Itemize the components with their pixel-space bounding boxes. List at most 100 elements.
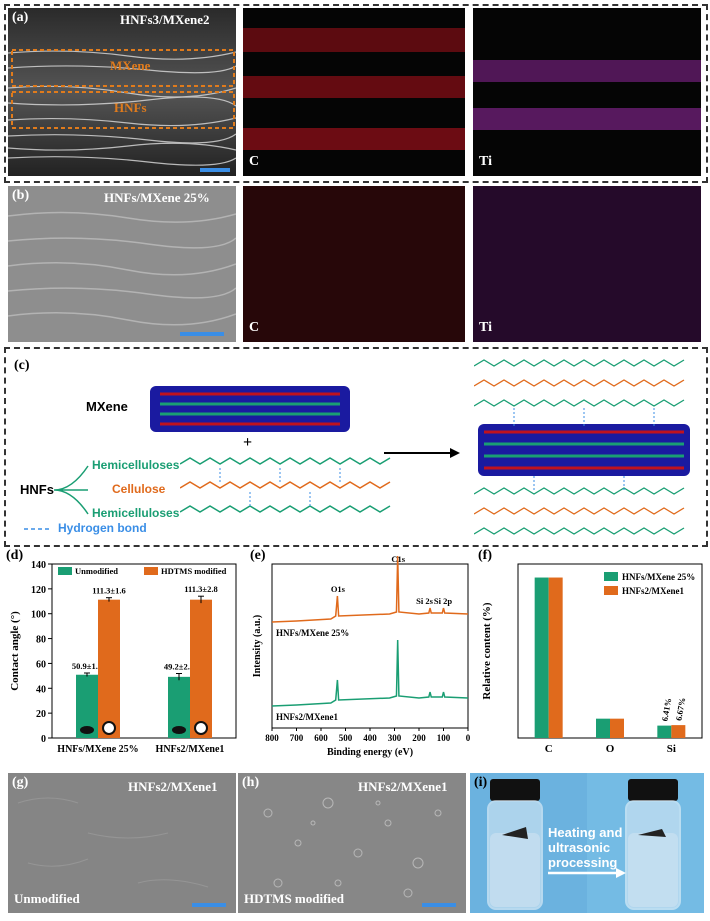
relative-content-chart: Relative content (%) C O Si 6.41% 6.67% HNFs/M… bbox=[481, 563, 703, 755]
bar bbox=[190, 599, 212, 738]
scale-bar bbox=[180, 332, 224, 336]
caption-line-2: ultrasonic bbox=[548, 840, 611, 855]
panel-a-label: (a) bbox=[12, 10, 29, 25]
vials-photo bbox=[470, 773, 704, 913]
x-tick-label: C bbox=[545, 743, 553, 755]
panel-h-sample-title: HNFs2/MXene1 bbox=[358, 779, 448, 794]
bar bbox=[671, 725, 686, 738]
y-tick-label: 20 bbox=[36, 709, 46, 720]
x-tick-label: 600 bbox=[314, 733, 328, 743]
panel-f-label: (f) bbox=[478, 548, 492, 563]
component-cellulose: Cellulose bbox=[112, 482, 166, 496]
component-hemicelluloses-2: Hemicelluloses bbox=[92, 506, 180, 520]
panel-g-caption: Unmodified bbox=[14, 891, 80, 906]
panel-i-photo: (i) Heating and ultrasonic processing bbox=[470, 773, 704, 913]
ti-elemental-map bbox=[473, 186, 701, 342]
scale-bar bbox=[200, 168, 230, 172]
panel-g-sem-texture bbox=[8, 773, 236, 913]
hnfs-chains-diagram bbox=[180, 457, 391, 513]
y-axis-label: Intensity (a.u.) bbox=[252, 615, 263, 678]
panel-h-sem-image: (h) HNFs2/MXene1 HDTMS modified bbox=[238, 773, 466, 913]
c-elemental-map bbox=[243, 186, 465, 342]
composite-structure-diagram bbox=[474, 359, 690, 535]
spectrum-line bbox=[271, 555, 469, 623]
contact-angle-chart: 0 20 40 60 80 100 120 140 Contact angle (°) 50.9±… bbox=[9, 560, 237, 755]
panel-c-label: (c) bbox=[14, 358, 30, 373]
mxene-structure-diagram bbox=[150, 384, 350, 434]
y-tick-label: 0 bbox=[41, 734, 46, 745]
panel-b-sem-image: (b) HNFs/MXene 25% bbox=[8, 186, 236, 342]
x-tick-label: 500 bbox=[339, 733, 353, 743]
peak-label: O1s bbox=[331, 584, 346, 594]
series-label: HNFs/MXene 25% bbox=[276, 628, 349, 638]
y-tick-label: 140 bbox=[31, 560, 46, 571]
panel-g-sample-title: HNFs2/MXene1 bbox=[128, 779, 218, 794]
y-tick-label: 100 bbox=[31, 610, 46, 621]
panel-e-label: (e) bbox=[250, 548, 266, 563]
c-elemental-map bbox=[243, 28, 465, 150]
panel-d-chart: (d) 0 20 40 60 80 100 120 140 Contact angle (°) 5… bbox=[4, 548, 244, 770]
panel-i-caption: Heating and ultrasonic processing bbox=[548, 825, 622, 870]
droplet-modified bbox=[102, 721, 116, 735]
hydrogen-bond-legend-label: Hydrogen bond bbox=[58, 521, 147, 535]
legend-swatch bbox=[58, 567, 72, 575]
x-tick-label: 100 bbox=[437, 733, 451, 743]
component-hemicelluloses-1: Hemicelluloses bbox=[92, 458, 180, 472]
panel-b-c-map: C bbox=[243, 186, 465, 342]
panel-b-sample-title: HNFs/MXene 25% bbox=[104, 190, 210, 205]
y-tick-label: 60 bbox=[36, 659, 46, 670]
legend-swatch bbox=[604, 586, 618, 595]
data-label: 6.67% bbox=[673, 697, 687, 722]
map-label-ti: Ti bbox=[479, 320, 492, 335]
legend-label: HNFs/MXene 25% bbox=[622, 572, 695, 582]
panel-a-frame bbox=[4, 4, 708, 183]
legend-label: HNFs2/MXene1 bbox=[622, 586, 684, 596]
legend-swatch bbox=[604, 572, 618, 581]
series-label: HNFs2/MXene1 bbox=[276, 712, 338, 722]
map-label-ti: Ti bbox=[479, 154, 492, 169]
x-tick-label: Si bbox=[667, 743, 676, 755]
y-tick-label: 40 bbox=[36, 684, 46, 695]
legend-label: HDTMS modified bbox=[161, 566, 227, 576]
mxene-label: MXene bbox=[86, 399, 128, 414]
x-tick-label: O bbox=[606, 743, 615, 755]
panel-b-sem-texture bbox=[8, 186, 236, 342]
data-label: 49.2±2.7 bbox=[164, 661, 195, 671]
hydrogen-bond-legend-line bbox=[24, 528, 52, 530]
spectrum-line bbox=[271, 639, 469, 707]
x-tick-label: 200 bbox=[412, 733, 426, 743]
peak-label: Si 2p bbox=[434, 596, 452, 606]
panel-i-label: (i) bbox=[474, 775, 488, 790]
y-axis-label: Contact angle (°) bbox=[9, 611, 21, 691]
plus-sign: + bbox=[243, 434, 253, 451]
droplet-unmodified bbox=[172, 726, 186, 734]
x-tick-label: HNFs/MXene 25% bbox=[57, 744, 138, 755]
droplet-modified bbox=[194, 721, 208, 735]
map-label-c: C bbox=[249, 320, 260, 335]
data-label: 111.3±2.8 bbox=[184, 584, 217, 594]
bar bbox=[657, 725, 672, 738]
plot-frame bbox=[51, 563, 237, 739]
panel-g-label: (g) bbox=[12, 775, 29, 790]
caption-line-3: processing bbox=[548, 855, 618, 870]
peak-label: Si 2s bbox=[416, 596, 433, 606]
bar bbox=[76, 674, 98, 738]
panel-a-sample-title: HNFs3/MXene2 bbox=[120, 12, 210, 27]
panel-f-chart: (f) Relative content (%) C O Si 6.41% 6.67% HN… bbox=[476, 548, 708, 770]
scale-bar bbox=[422, 903, 456, 907]
y-tick-label: 80 bbox=[36, 635, 46, 646]
y-axis-label: Relative content (%) bbox=[481, 602, 493, 699]
panel-e-chart: (e) 800 700 600 500 400 300 200 100 0 Binding ene… bbox=[248, 548, 474, 770]
panel-a-ti-map: Ti bbox=[473, 8, 701, 176]
x-axis-label: Binding energy (eV) bbox=[327, 747, 413, 758]
bar bbox=[610, 718, 624, 738]
ti-elemental-map bbox=[473, 60, 701, 130]
data-label: 6.41% bbox=[659, 697, 673, 722]
x-tick-label: HNFs2/MXene1 bbox=[156, 744, 225, 755]
x-tick-label: 700 bbox=[290, 733, 304, 743]
panel-d-label: (d) bbox=[6, 548, 24, 563]
droplet-unmodified bbox=[80, 726, 94, 734]
band-label-mxene: MXene bbox=[110, 58, 151, 73]
legend-swatch bbox=[144, 567, 158, 575]
caption-line-1: Heating and bbox=[548, 825, 623, 840]
